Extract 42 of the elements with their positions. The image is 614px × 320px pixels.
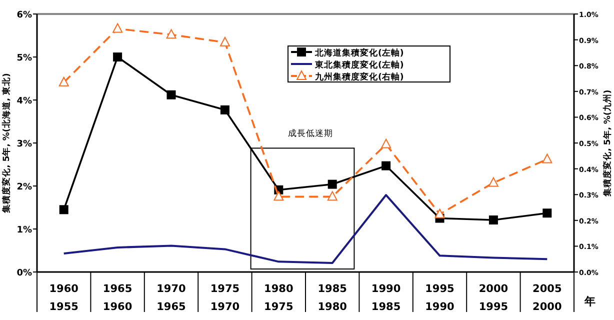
y-tick-label: 3% (16, 140, 32, 150)
point (488, 177, 498, 187)
point (381, 138, 392, 148)
x-tick-label: 1970 1965 (156, 283, 186, 313)
point (58, 76, 69, 86)
legend-label: 北海道集積変化(左軸) (314, 48, 404, 58)
y2-axis-title: 集積度変化, 5年, %(九州) (602, 90, 613, 198)
y-tick-label: 4% (16, 96, 32, 106)
point (542, 208, 552, 218)
point (434, 208, 445, 218)
y-axis-title: 集積度変化, 5年, %(北海道, 東北) (1, 73, 12, 214)
annotation: 成長低迷期 (288, 128, 333, 140)
point (382, 161, 391, 170)
x-tick-label: 1995 1990 (425, 283, 454, 313)
legend-label: 九州集積度変化(右軸) (314, 72, 404, 82)
x-tick-label: 1980 1975 (264, 283, 294, 313)
point (542, 154, 552, 164)
y-tick-label: 6% (16, 10, 32, 20)
x-tick-label: 2005 2000 (532, 283, 562, 313)
x-tick-label: 1990 1985 (371, 283, 401, 313)
y-tick-label: 2% (16, 182, 32, 192)
point (166, 29, 176, 39)
x-axis-title: 年 (584, 295, 596, 308)
point (113, 52, 122, 62)
point (220, 105, 230, 114)
point (112, 23, 123, 33)
point (274, 191, 284, 201)
x-tick-label: 1975 1970 (210, 283, 240, 313)
point (488, 215, 498, 224)
x-tick-label: 2000 1995 (478, 283, 508, 313)
legend-label: 東北集積度変化(左軸) (314, 60, 404, 70)
y-tick-label: 5% (16, 54, 32, 64)
point (166, 90, 176, 100)
y-tick-label: 0% (16, 268, 32, 278)
x-tick-label: 1960 1955 (49, 283, 78, 313)
x-tick-label: 1985 1980 (318, 283, 347, 313)
x-tick-label: 1965 1960 (102, 283, 132, 313)
point (328, 180, 337, 189)
y-tick-label: 1% (16, 226, 32, 236)
point (327, 191, 338, 201)
point (59, 205, 68, 214)
point (220, 36, 230, 46)
